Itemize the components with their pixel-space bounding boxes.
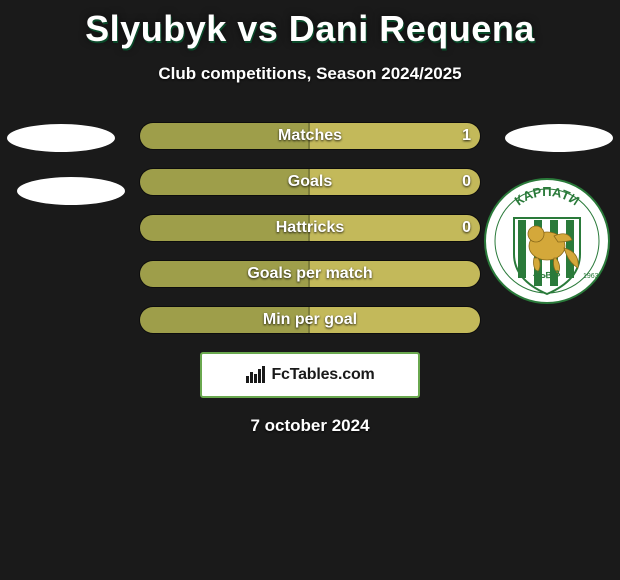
stat-row: Hattricks 0 [139, 214, 481, 242]
stats-area: Matches 1 Goals 0 Hattricks 0 Goals per … [0, 122, 620, 334]
stat-label: Goals per match [139, 260, 481, 288]
stat-row: Min per goal [139, 306, 481, 334]
brand-box: FcTables.com [200, 352, 420, 398]
stat-label: Hattricks [139, 214, 481, 242]
stat-value-right: 0 [462, 214, 471, 242]
page-subtitle: Club competitions, Season 2024/2025 [0, 64, 620, 84]
stat-row: Matches 1 [139, 122, 481, 150]
bars-icon [245, 366, 267, 384]
stat-label: Matches [139, 122, 481, 150]
page-title: Slyubyk vs Dani Requena [0, 0, 620, 50]
stat-row: Goals per match [139, 260, 481, 288]
date-text: 7 october 2024 [0, 416, 620, 436]
stat-label: Min per goal [139, 306, 481, 334]
stat-value-right: 1 [462, 122, 471, 150]
brand-text: FcTables.com [271, 366, 374, 384]
stat-row: Goals 0 [139, 168, 481, 196]
stat-value-right: 0 [462, 168, 471, 196]
stat-label: Goals [139, 168, 481, 196]
